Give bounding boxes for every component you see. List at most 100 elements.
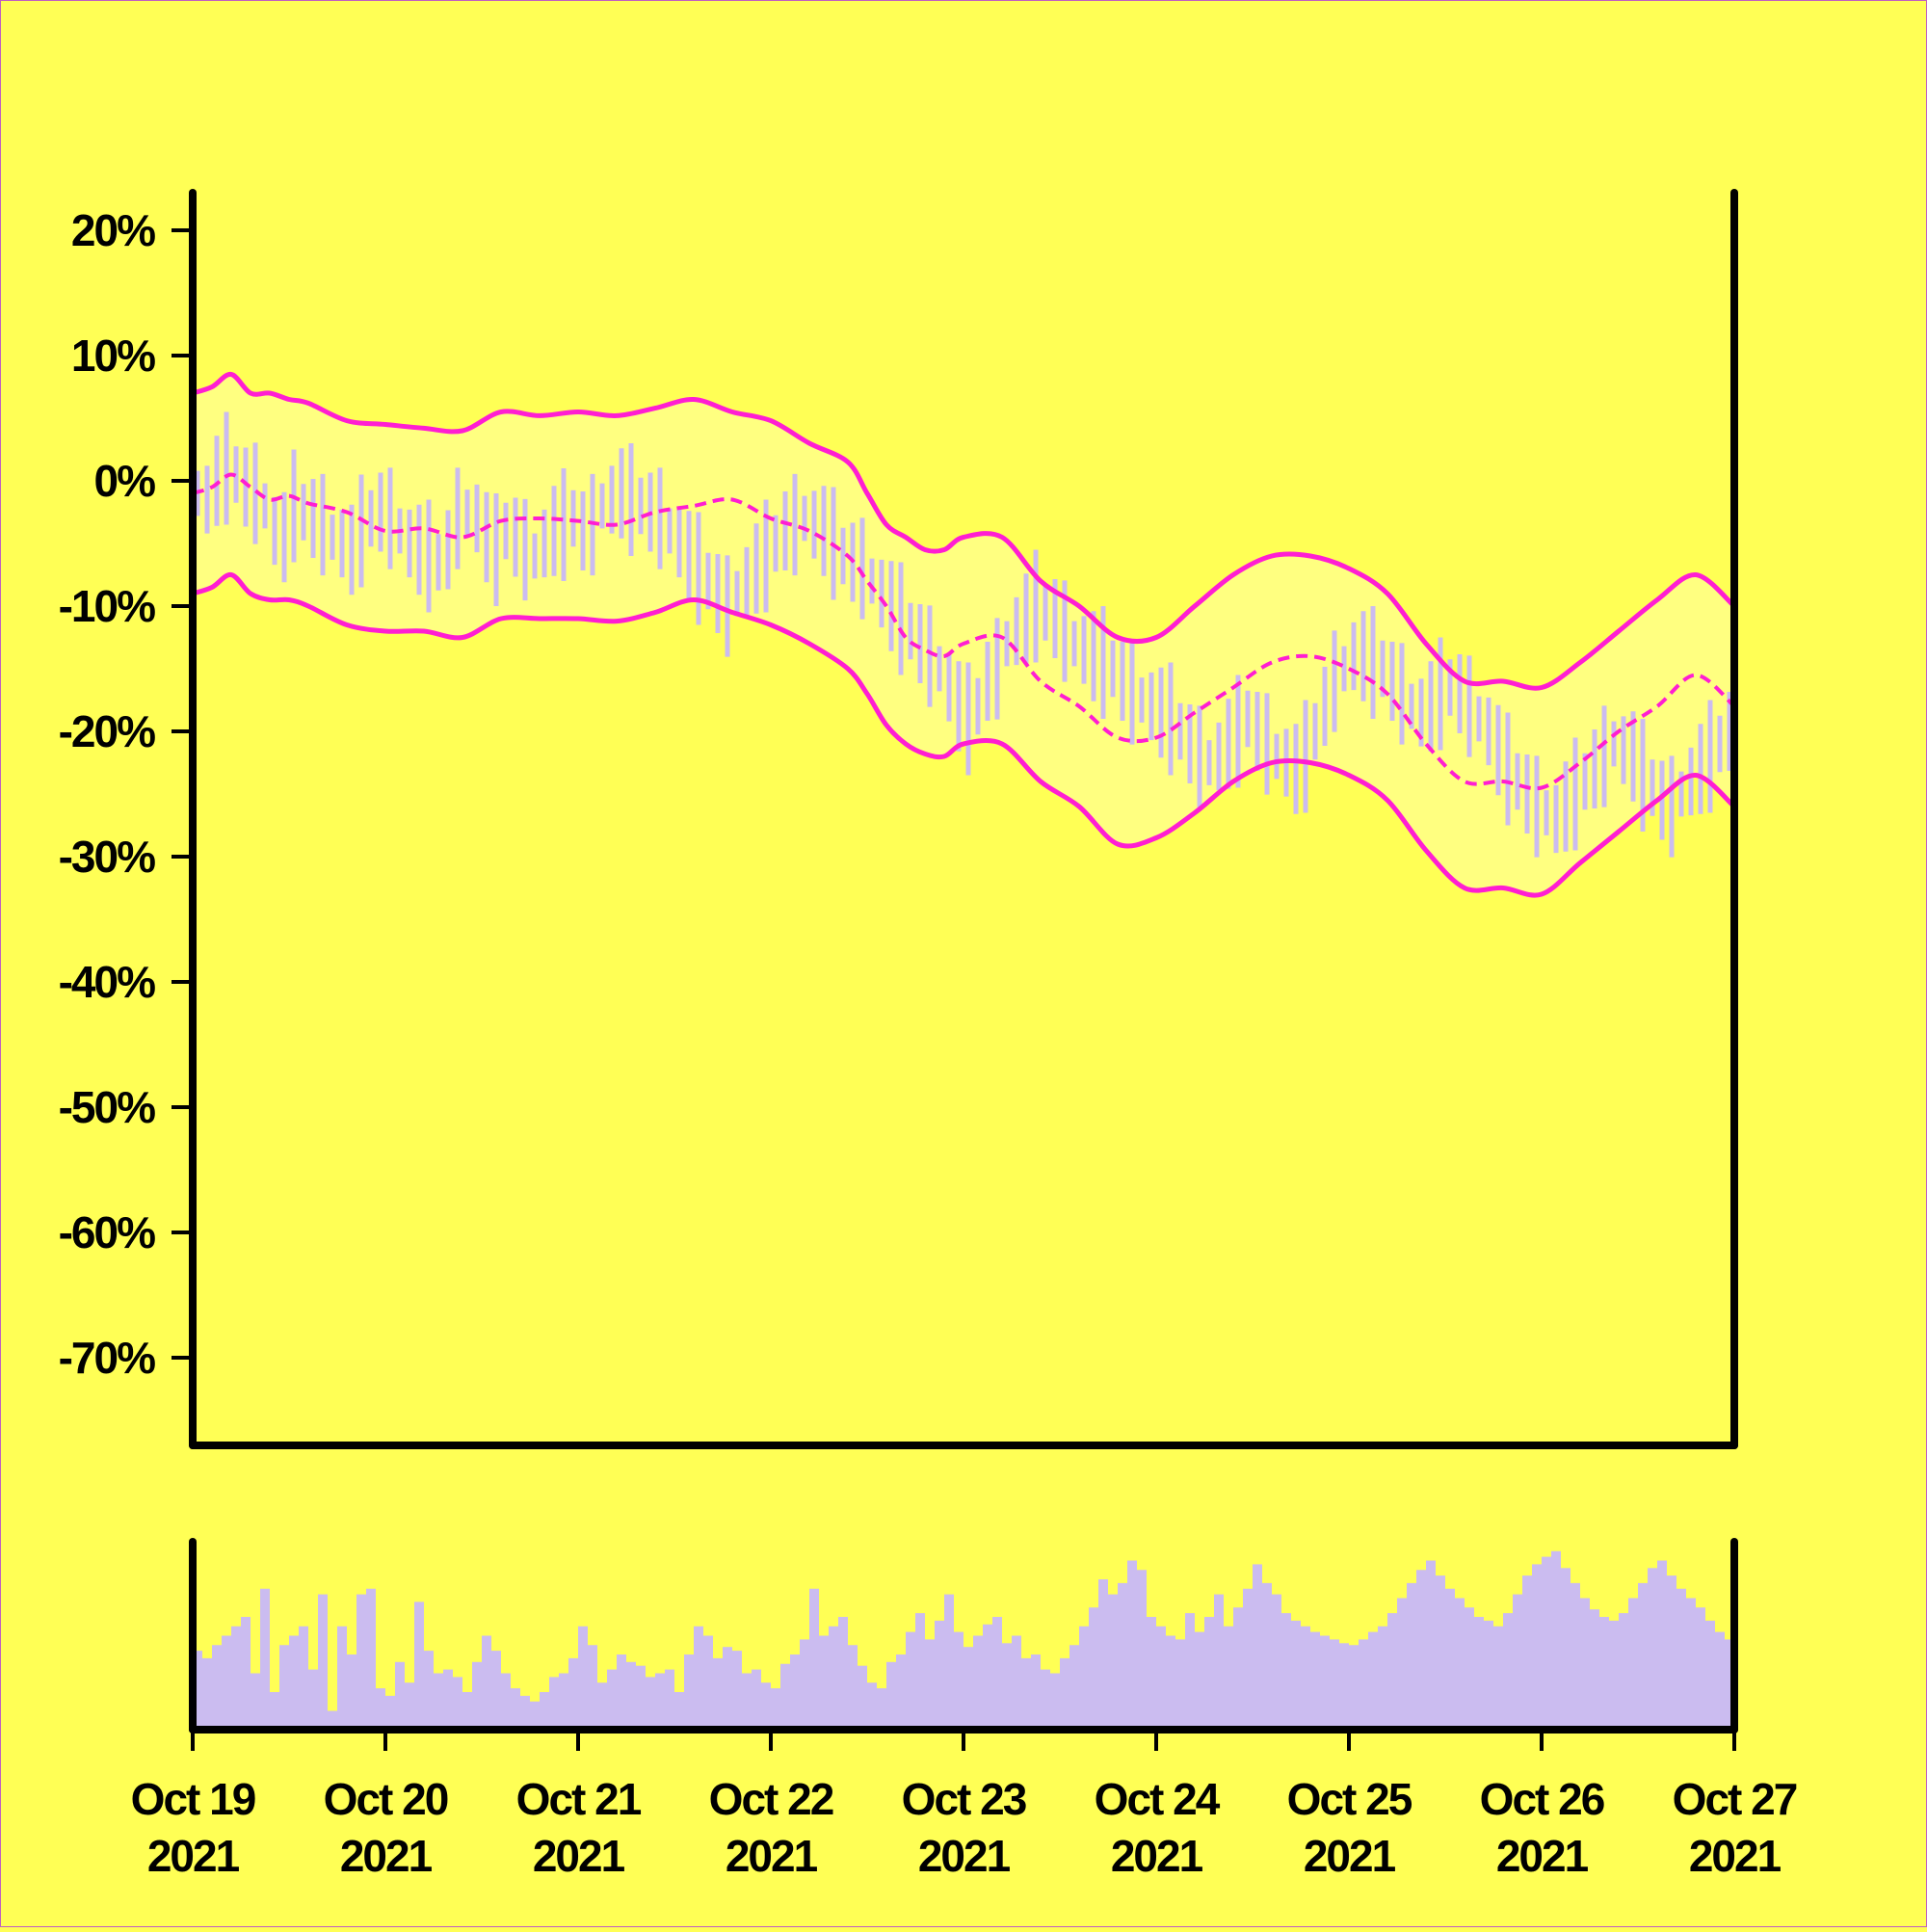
volume-bar: [279, 1645, 289, 1730]
volume-bar: [935, 1620, 944, 1730]
x-tick-label-year: 2021: [918, 1831, 1011, 1881]
volume-bar: [1416, 1570, 1426, 1730]
volume-bar: [241, 1617, 251, 1730]
y-tick-label: 10%: [71, 331, 155, 381]
volume-bar: [1166, 1635, 1175, 1730]
volume-bar: [992, 1617, 1002, 1730]
candle-layer: [195, 411, 1732, 858]
volume-bar: [1349, 1645, 1359, 1730]
volume-bar: [1407, 1582, 1416, 1730]
volume-bar: [1705, 1620, 1715, 1730]
y-tick-label: -50%: [59, 1082, 155, 1132]
volume-bar: [1590, 1609, 1599, 1730]
volume-bar: [915, 1613, 925, 1730]
volume-bar: [809, 1588, 819, 1730]
volume-bar: [1465, 1607, 1474, 1730]
volume-bar: [511, 1688, 520, 1730]
volume-bar: [202, 1657, 212, 1730]
volume-bar: [568, 1657, 578, 1730]
volume-bar: [1060, 1657, 1069, 1730]
volume-bar: [289, 1635, 299, 1730]
volume-bar: [1002, 1643, 1012, 1730]
volume-bar: [1272, 1594, 1281, 1730]
volume-bar: [395, 1661, 405, 1730]
volume-bar: [800, 1639, 809, 1730]
volume-bar: [520, 1695, 530, 1730]
volume-bar: [1387, 1613, 1397, 1730]
volume-bar: [462, 1692, 472, 1730]
volume-bar: [819, 1635, 829, 1730]
volume-bar: [1069, 1645, 1079, 1730]
volume-bar: [1359, 1639, 1368, 1730]
volume-bar: [1185, 1613, 1195, 1730]
volume-bar: [318, 1594, 328, 1730]
volume-bar: [886, 1661, 896, 1730]
volume-bar: [414, 1601, 424, 1730]
volume-bar: [1397, 1598, 1407, 1730]
volume-bar: [1609, 1620, 1619, 1730]
volume-bar: [1551, 1550, 1561, 1730]
volume-bar: [1079, 1626, 1089, 1730]
volume-bar: [356, 1594, 366, 1730]
volume-bar: [1147, 1617, 1156, 1730]
volume-bar: [1445, 1588, 1455, 1730]
volume-bar: [1696, 1607, 1705, 1730]
volume-bar: [1156, 1626, 1166, 1730]
volume-bar: [1436, 1575, 1445, 1730]
volume-bar: [424, 1651, 434, 1730]
volume-bar: [1089, 1607, 1098, 1730]
volume-bar: [347, 1654, 356, 1730]
volume-bar: [752, 1669, 761, 1730]
volume-bar: [193, 1651, 202, 1730]
x-tick-label-year: 2021: [340, 1831, 433, 1881]
volume-bar: [848, 1645, 858, 1730]
volume-bar: [1301, 1626, 1310, 1730]
volume-bar: [1513, 1594, 1522, 1730]
volume-bar: [877, 1688, 886, 1730]
volume-bar: [1667, 1575, 1676, 1730]
volume-bar: [607, 1669, 617, 1730]
x-tick-label-year: 2021: [1304, 1831, 1396, 1881]
volume-bar: [1368, 1631, 1378, 1730]
volume-bar: [896, 1654, 906, 1730]
volume-bar: [212, 1645, 222, 1730]
volume-bar: [1474, 1617, 1484, 1730]
y-axis-ticks: 20% 10% 0% -10% -20% -30% -40% -50% -60% -70%: [59, 205, 193, 1383]
axes-layer: [189, 189, 1738, 1734]
volume-bar: [780, 1663, 790, 1730]
volume-bar: [270, 1692, 279, 1730]
y-tick-label: -10%: [59, 581, 155, 631]
volume-bar: [1339, 1643, 1349, 1730]
volume-bar: [1330, 1639, 1339, 1730]
volume-bar: [231, 1626, 241, 1730]
volume-bar: [385, 1695, 395, 1730]
volume-bar: [559, 1673, 568, 1730]
volume-bar: [1108, 1594, 1118, 1730]
volume-layer: [193, 1550, 1734, 1730]
volume-bar: [1532, 1564, 1542, 1730]
volume-bar: [1542, 1556, 1551, 1730]
x-tick-label-year: 2021: [1111, 1831, 1203, 1881]
volume-bar: [222, 1635, 231, 1730]
volume-bar: [732, 1651, 742, 1730]
volume-bar: [308, 1669, 318, 1730]
volume-bar: [1686, 1598, 1696, 1730]
volume-bar: [1426, 1560, 1436, 1730]
volume-bar: [1676, 1588, 1686, 1730]
volume-bar: [1281, 1613, 1291, 1730]
volume-bar: [453, 1677, 462, 1730]
volume-bar: [1262, 1582, 1272, 1730]
volume-bar: [925, 1639, 935, 1730]
volume-bar: [443, 1669, 453, 1730]
volume-bar: [472, 1661, 482, 1730]
volume-bar: [1378, 1626, 1387, 1730]
x-tick-label-year: 2021: [1689, 1831, 1782, 1881]
volume-bar: [1455, 1598, 1465, 1730]
middle-band-line: [192, 472, 1736, 791]
y-tick-label: 20%: [71, 205, 155, 255]
y-tick-label: -60%: [59, 1207, 155, 1257]
volume-bar: [1137, 1570, 1147, 1730]
volume-bar: [1195, 1631, 1204, 1730]
volume-bar: [954, 1631, 964, 1730]
